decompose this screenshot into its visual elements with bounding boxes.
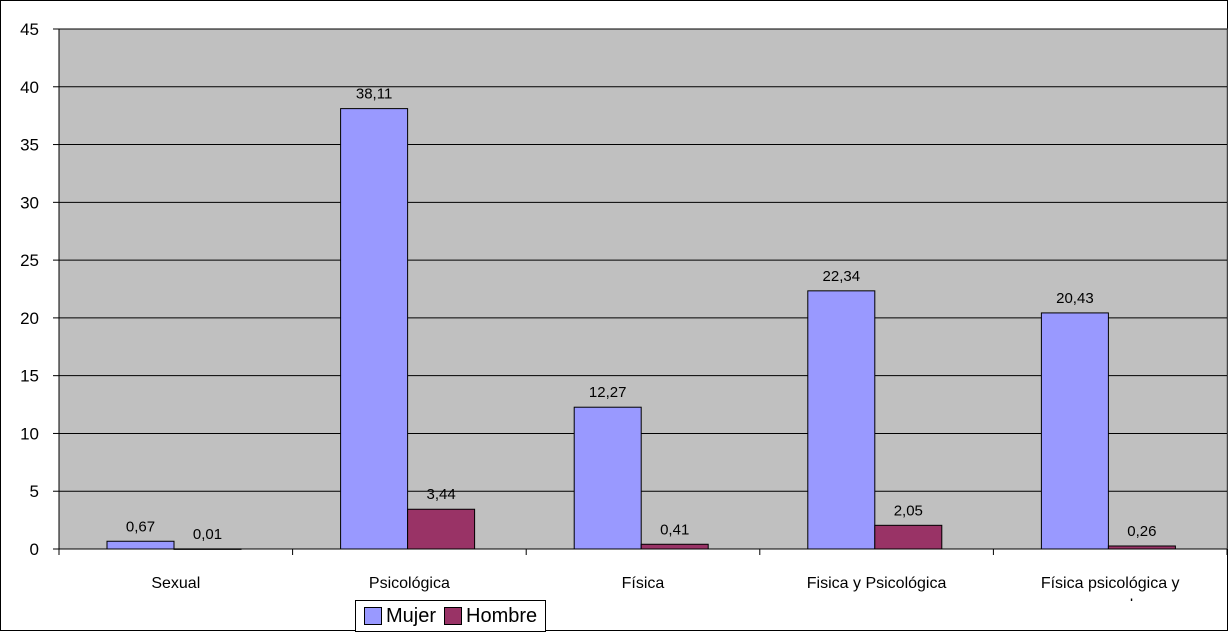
x-tick-label: Sexual	[151, 575, 200, 592]
plot-area	[58, 28, 1228, 550]
y-tick-label: 15	[20, 367, 39, 386]
bar	[573, 406, 642, 550]
y-tick-label: 0	[30, 540, 39, 559]
y-tick-label: 10	[20, 424, 39, 443]
y-tick-label: 45	[20, 20, 39, 39]
legend-label-mujer: Mujer	[386, 604, 437, 627]
y-tick-label: 25	[20, 251, 39, 270]
legend: Mujer Hombre	[355, 600, 547, 632]
y-tick-label: 5	[30, 482, 39, 501]
bar	[407, 508, 476, 550]
data-label: 0,26	[1127, 523, 1156, 540]
data-label: 20,43	[1056, 290, 1094, 307]
bar	[1040, 312, 1109, 550]
data-label: 12,27	[589, 384, 627, 401]
x-tick-label: Física	[622, 575, 665, 592]
data-label: 38,11	[356, 86, 392, 103]
bar	[874, 524, 943, 550]
x-tick-label: Psicológica	[369, 575, 450, 592]
bar	[640, 543, 709, 550]
data-label: 3,44	[426, 486, 455, 503]
legend-label-hombre: Hombre	[466, 604, 538, 627]
data-label: 2,05	[894, 502, 923, 519]
legend-swatch-mujer	[364, 607, 382, 625]
data-label: 0,41	[660, 521, 689, 538]
y-tick-label: 40	[20, 78, 39, 97]
bar	[807, 290, 876, 550]
legend-item-hombre: Hombre	[444, 605, 537, 628]
data-label: 0,67	[126, 518, 155, 535]
x-tick-label: Física psicológica y	[1041, 575, 1180, 592]
chart-plot: 0 5 10 15 20 25 30 35 40 45 Sexual Psicológica Físic…	[20, 20, 1228, 601]
data-label: 22,34	[823, 268, 861, 285]
legend-item-mujer: Mujer	[364, 605, 436, 628]
bar	[106, 540, 175, 550]
y-tick-label: 30	[20, 193, 39, 212]
y-tick-label: 20	[20, 309, 39, 328]
bar	[1107, 545, 1176, 550]
y-tick-label: 35	[20, 136, 39, 155]
bar	[173, 548, 242, 550]
legend-swatch-hombre	[444, 607, 463, 625]
data-label: 0,01	[193, 526, 222, 543]
x-tick-label: sexual	[1087, 597, 1133, 601]
x-tick-label: Fisica y Psicológica	[807, 575, 947, 592]
bar	[340, 108, 409, 550]
